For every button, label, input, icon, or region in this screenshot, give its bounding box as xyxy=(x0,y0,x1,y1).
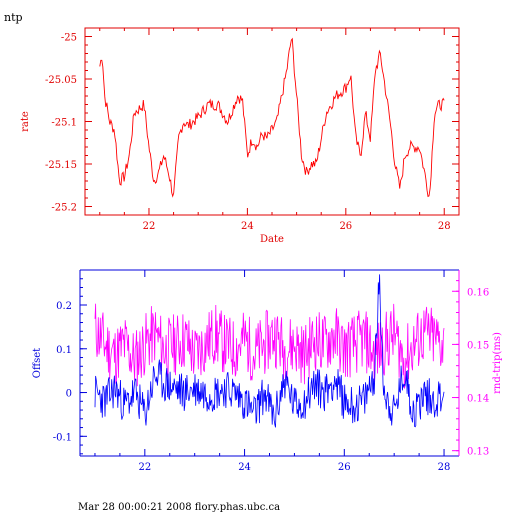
rate-plot-frame xyxy=(84,27,460,216)
rate-y-tick-label: -25.05 xyxy=(45,75,77,86)
roundtrip-y-tick-label: 0.15 xyxy=(467,340,489,351)
offset-y-tick-label: 0.2 xyxy=(56,301,72,312)
rate-series-line xyxy=(99,37,445,198)
rate-y-tick-label: -25.2 xyxy=(51,203,77,214)
rate-x-tick-label: 22 xyxy=(143,221,156,232)
rate-chart: 22 24 26 28 -25 -25.05 -25.1 -25.15 -25.2 Date r… xyxy=(20,27,460,245)
rate-y-tick-label: -25 xyxy=(61,33,77,44)
offset-y-tick-label: -0.1 xyxy=(53,432,72,443)
roundtrip-y-tick-label: 0.14 xyxy=(467,394,489,405)
footer-timestamp: Mar 28 00:00:21 2008 flory.phas.ubc.ca xyxy=(78,502,280,512)
offset-y-tick-label: 0.1 xyxy=(56,345,72,356)
roundtrip-y-tick-label: 0.16 xyxy=(467,287,489,298)
rate-y-axis-label: rate xyxy=(20,111,31,132)
offset-x-tick-label: 24 xyxy=(238,462,251,473)
rate-y-tick-label: -25.1 xyxy=(51,118,77,129)
offset-series xyxy=(94,274,445,428)
roundtrip-y-axis-label: rnd-trip(ms) xyxy=(492,332,503,394)
rate-x-axis-label: Date xyxy=(260,234,284,245)
offset-y-axis-label: Offset xyxy=(32,348,43,378)
roundtrip-series xyxy=(94,303,445,389)
rate-x-tick-label: 28 xyxy=(438,221,451,232)
offset-x-tick-label: 28 xyxy=(438,462,451,473)
rate-y-tick-label: -25.15 xyxy=(45,160,77,171)
rate-x-tick-label: 26 xyxy=(339,221,352,232)
offset-y-tick-label: 0 xyxy=(66,389,72,400)
offset-roundtrip-chart: 22 24 26 28 -0.1 0 0.1 0.2 0.13 0.14 0.15 0.16 Offs… xyxy=(32,269,503,473)
rate-x-tick-label: 24 xyxy=(241,221,254,232)
roundtrip-y-tick-label: 0.13 xyxy=(467,447,489,458)
rate-axis-ticks: 22 24 26 28 -25 -25.05 -25.1 -25.15 -25.2 xyxy=(45,28,459,232)
offset-x-tick-label: 26 xyxy=(338,462,351,473)
rate-series xyxy=(99,37,445,198)
offset-x-tick-label: 22 xyxy=(138,462,151,473)
corner-label: ntp xyxy=(4,11,23,24)
offset-series-line xyxy=(94,274,445,428)
offset-axis-ticks: 22 24 26 28 -0.1 0 0.1 0.2 0.13 0.14 0.15 0.16 xyxy=(53,270,489,473)
roundtrip-series-line xyxy=(94,303,445,389)
